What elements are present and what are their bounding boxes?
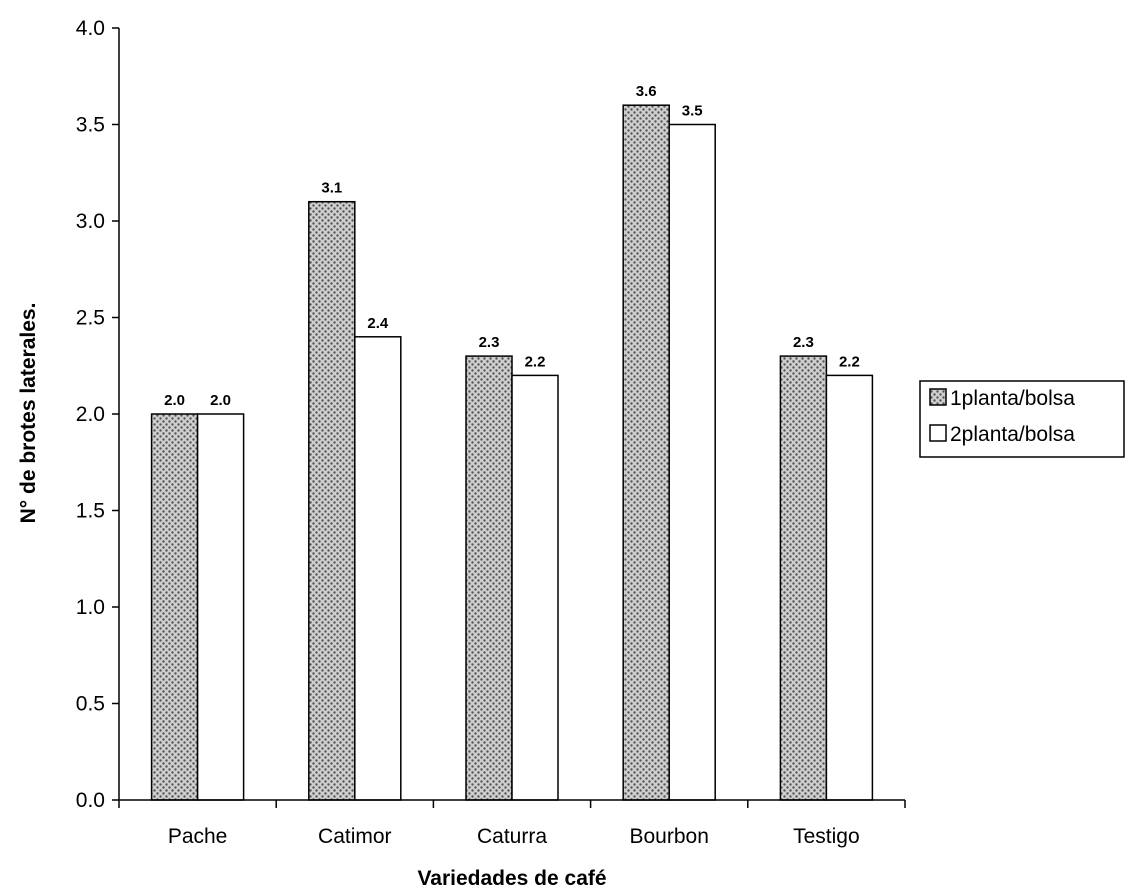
legend-label-series-2: 2planta/bolsa <box>950 423 1075 446</box>
bar-catimor-series-1 <box>308 200 356 801</box>
y-tick-label: 0.0 <box>76 789 105 812</box>
bar-caturra-series-2 <box>511 374 559 801</box>
data-label-pache-series-2: 2.0 <box>210 392 231 409</box>
data-label-caturra-series-1: 2.3 <box>479 334 500 351</box>
legend-label-series-1: 1planta/bolsa <box>950 387 1075 410</box>
y-tick-label: 4.0 <box>76 17 105 40</box>
data-label-testigo-series-1: 2.3 <box>793 334 814 351</box>
x-tick-label-caturra: Caturra <box>477 825 547 848</box>
x-tick-label-pache: Pache <box>168 825 228 848</box>
x-tick-label-bourbon: Bourbon <box>629 825 708 848</box>
data-label-catimor-series-2: 2.4 <box>367 315 389 332</box>
y-tick-label: 2.5 <box>76 307 105 330</box>
data-labels-group: 2.0 2.0 3.1 2.4 2.3 2.2 3.6 3.5 2.3 2.2 <box>164 83 860 409</box>
data-label-caturra-series-2: 2.2 <box>525 353 546 370</box>
bar-catimor-series-2 <box>354 336 402 801</box>
bar-caturra-series-1 <box>465 355 513 801</box>
x-tick-label-testigo: Testigo <box>793 825 860 848</box>
data-label-bourbon-series-2: 3.5 <box>682 103 703 120</box>
data-label-testigo-series-2: 2.2 <box>839 353 860 370</box>
x-tick-label-catimor: Catimor <box>318 825 392 848</box>
y-axis: 0.0 0.5 1.0 1.5 2.0 2.5 3.0 3.5 4.0 <box>76 17 120 812</box>
y-axis-title: N° de brotes laterales. <box>17 303 40 524</box>
legend-swatch-series-2 <box>929 424 947 442</box>
data-label-catimor-series-1: 3.1 <box>321 180 342 197</box>
y-tick-label: 1.0 <box>76 596 105 619</box>
bar-testigo-series-2 <box>825 374 874 801</box>
bar-pache-series-1 <box>150 413 199 801</box>
data-label-bourbon-series-1: 3.6 <box>636 83 657 100</box>
legend: 1planta/bolsa 2planta/bolsa <box>919 380 1125 458</box>
legend-box <box>919 380 1125 458</box>
bar-bourbon-series-2 <box>668 123 716 801</box>
y-tick-label: 2.0 <box>76 403 105 426</box>
bars-group <box>150 104 874 801</box>
y-tick-label: 1.5 <box>76 500 105 523</box>
y-tick-label: 0.5 <box>76 693 105 716</box>
x-axis: Pache Catimor Caturra Bourbon Testigo <box>118 799 906 848</box>
y-tick-label: 3.5 <box>76 114 105 137</box>
bar-bourbon-series-1 <box>622 104 670 801</box>
legend-swatch-series-1 <box>929 388 947 406</box>
x-axis-title: Variedades de café <box>417 867 606 890</box>
data-label-pache-series-1: 2.0 <box>164 392 185 409</box>
y-tick-label: 3.0 <box>76 210 105 233</box>
bar-testigo-series-1 <box>779 355 828 801</box>
bar-pache-series-2 <box>196 413 245 801</box>
